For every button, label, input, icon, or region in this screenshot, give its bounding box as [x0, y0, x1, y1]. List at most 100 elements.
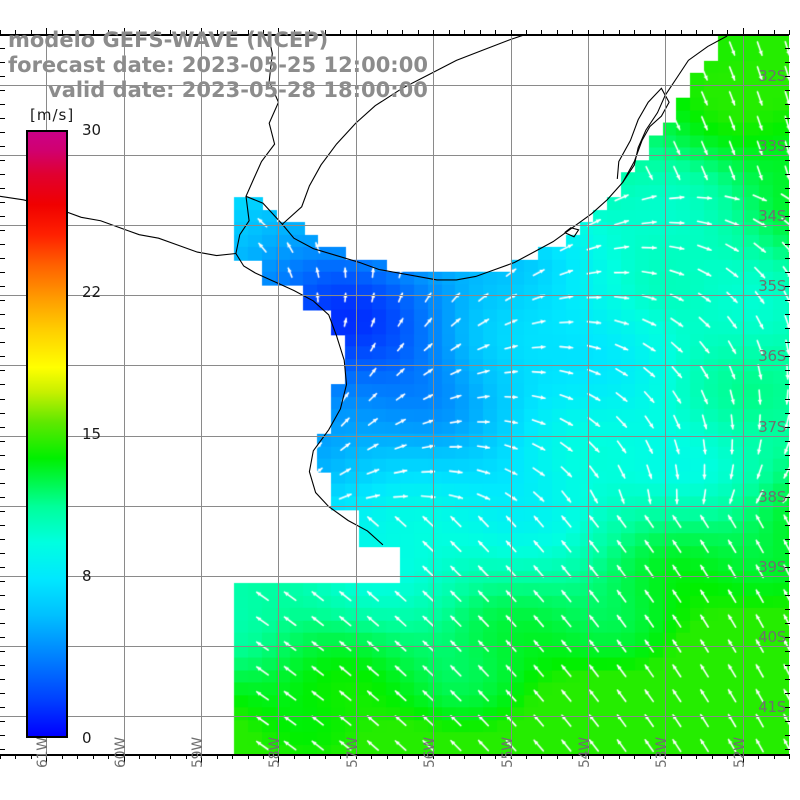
axis-tick [0, 76, 5, 78]
axis-ticks-top [0, 28, 800, 36]
axis-tick [680, 754, 682, 759]
axis-tick [649, 30, 651, 35]
axis-tick [0, 34, 5, 35]
axis-tick [139, 30, 141, 35]
axis-tick [263, 754, 264, 759]
axis-tick [785, 622, 790, 624]
axis-tick [108, 754, 110, 759]
axis-tick [309, 30, 311, 35]
axis-tick [785, 524, 790, 526]
axis-tick [727, 30, 729, 35]
axis-tick [30, 30, 32, 35]
axis-tick [0, 748, 5, 750]
axis-tick [785, 118, 790, 120]
axis-tick [154, 30, 156, 35]
gridline-lon [587, 36, 589, 754]
axis-tick [0, 62, 5, 64]
axis-tick [15, 30, 17, 35]
axis-tick [696, 30, 698, 35]
axis-tick [263, 30, 264, 35]
axis-tick [448, 754, 450, 759]
axis-tick [464, 30, 466, 35]
gridline-lat [0, 85, 789, 87]
axis-tick [587, 30, 589, 35]
axis-tick [0, 650, 5, 652]
gridline-lat [0, 225, 789, 227]
axis-tick [785, 748, 790, 750]
gridline-lon [123, 36, 125, 754]
axis-tick [30, 754, 32, 759]
axis-tick [785, 692, 790, 694]
axis-tick [556, 30, 558, 35]
axis-tick [92, 754, 94, 759]
axis-tick [785, 482, 790, 484]
axis-tick [0, 146, 5, 148]
axis-tick [495, 754, 497, 759]
axis-tick [785, 608, 790, 610]
axis-tick [785, 594, 790, 596]
map-plot-area[interactable] [0, 34, 789, 756]
axis-tick [340, 754, 342, 759]
axis-tick [785, 384, 790, 386]
axis-tick [526, 754, 527, 759]
axis-tick [785, 440, 790, 442]
axis-tick [247, 30, 249, 35]
axis-tick [0, 510, 5, 512]
colorbar-gradient[interactable] [26, 130, 68, 738]
axis-tick [785, 370, 790, 372]
axis-tick [785, 342, 790, 344]
axis-tick [15, 754, 17, 759]
colorbar-tick-22: 22 [82, 283, 102, 302]
axis-tick [232, 30, 234, 35]
axis-tick [0, 230, 5, 232]
gridline-lon [355, 36, 357, 754]
axis-tick [618, 754, 620, 759]
axis-tick [0, 412, 5, 414]
axis-tick [293, 754, 295, 759]
axis-tick [371, 30, 373, 35]
axis-tick [247, 754, 249, 759]
axis-tick [0, 356, 5, 358]
axis-tick [785, 216, 790, 218]
axis-tick [785, 398, 790, 400]
axis-tick [541, 30, 543, 35]
axis-tick [402, 30, 404, 35]
axis-tick [785, 664, 790, 666]
axis-tick [340, 30, 342, 35]
axis-tick [785, 202, 790, 204]
axis-tick [0, 482, 5, 484]
axis-tick [0, 664, 5, 666]
axis-tick [479, 30, 481, 35]
axis-tick [785, 636, 790, 638]
axis-tick [46, 754, 48, 763]
axis-tick [0, 734, 5, 736]
axis-tick [711, 754, 713, 759]
axis-tick [773, 754, 775, 759]
axis-tick [0, 90, 5, 92]
axis-tick [785, 510, 790, 512]
axis-tick [634, 30, 636, 35]
axis-tick [0, 48, 5, 50]
axis-tick [92, 30, 94, 35]
axis-tick [293, 30, 295, 35]
axis-tick [0, 300, 5, 302]
axis-tick [0, 706, 5, 708]
axis-tick [185, 754, 187, 759]
axis-tick [742, 28, 744, 36]
axis-tick [785, 132, 790, 134]
axis-tick [0, 440, 5, 442]
axis-tick [711, 30, 713, 35]
axis-tick [0, 524, 5, 526]
axis-tick [680, 30, 682, 35]
axis-tick [495, 30, 497, 35]
axis-tick [0, 314, 5, 316]
axis-tick [479, 754, 481, 759]
axis-tick [77, 754, 79, 759]
axis-tick [785, 356, 790, 358]
axis-tick [0, 398, 5, 400]
axis-tick [123, 28, 125, 36]
axis-tick [758, 754, 760, 759]
axis-tick [0, 678, 5, 680]
axis-tick [185, 30, 187, 35]
axis-tick [785, 580, 790, 582]
